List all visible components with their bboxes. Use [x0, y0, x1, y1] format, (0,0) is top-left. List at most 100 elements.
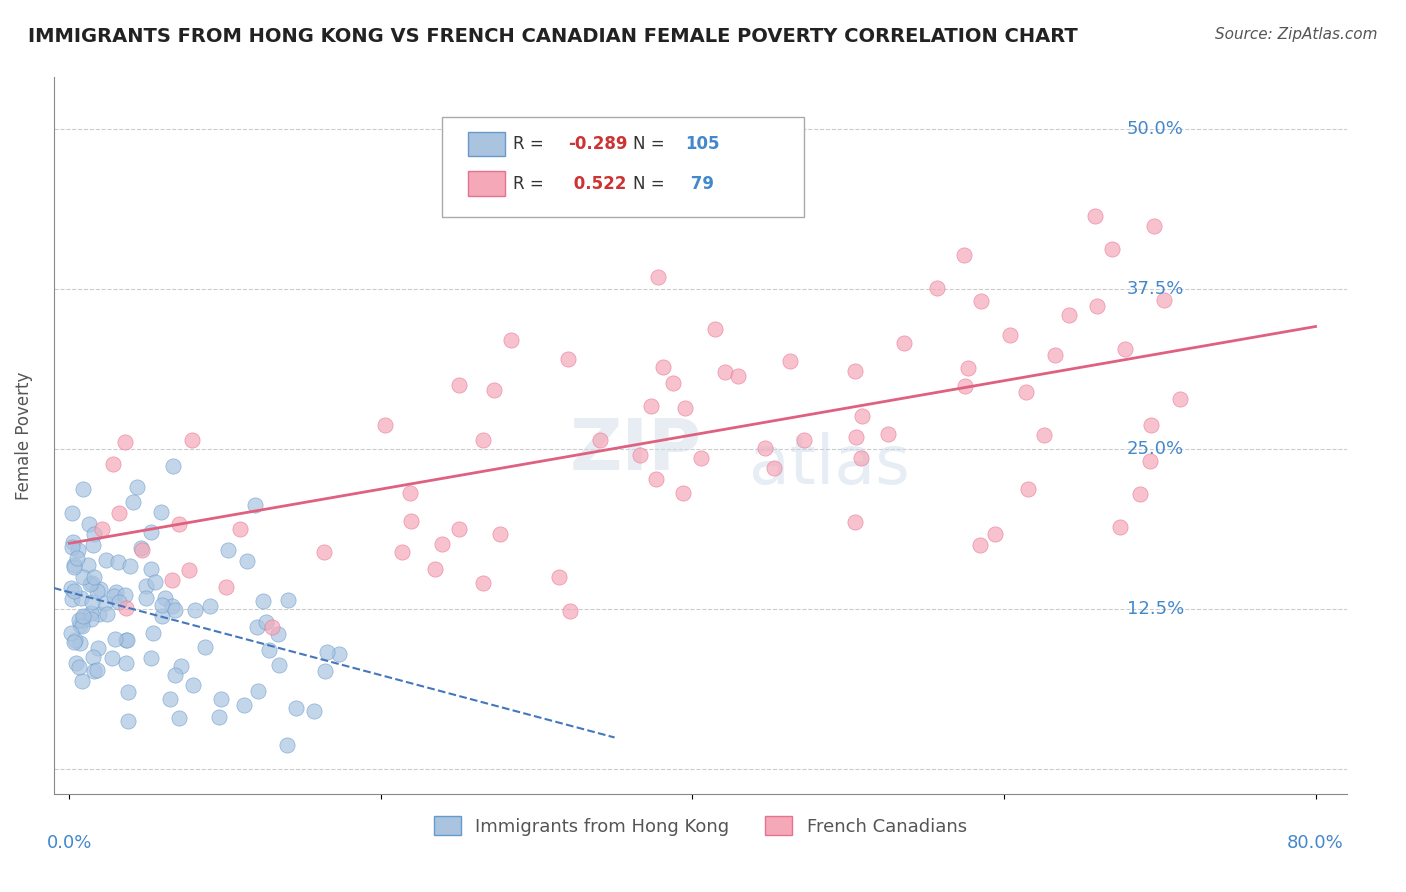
Point [79, 577, 101, 591]
Point [425, 562, 447, 576]
Point [489, 526, 512, 541]
Point [316, 645, 339, 659]
Point [1059, 308, 1081, 322]
Text: -0.289: -0.289 [568, 135, 628, 153]
Point [107, 555, 129, 569]
Point [246, 620, 269, 634]
Point [160, 573, 183, 587]
Point [59, 581, 82, 595]
Point [217, 542, 239, 557]
Point [86, 583, 108, 598]
Point [62, 635, 84, 649]
Point [80, 595, 103, 609]
Point [72, 482, 94, 496]
Point [115, 656, 138, 670]
Point [82, 650, 104, 665]
Point [70, 674, 93, 689]
Point [83, 665, 105, 679]
Point [844, 364, 866, 378]
Point [209, 691, 232, 706]
Point [60, 591, 83, 606]
Point [59, 626, 82, 640]
Point [87, 607, 110, 622]
Point [80, 575, 103, 590]
Point [762, 461, 785, 475]
Point [101, 651, 124, 665]
Text: 0.522: 0.522 [568, 175, 627, 193]
Point [1045, 348, 1067, 362]
Point [254, 615, 277, 630]
Point [851, 409, 873, 423]
FancyBboxPatch shape [441, 117, 804, 218]
Point [1015, 385, 1038, 400]
Point [135, 591, 157, 606]
Point [851, 451, 873, 466]
Point [66, 550, 89, 565]
Point [269, 657, 291, 672]
Point [120, 558, 142, 573]
Point [103, 589, 125, 603]
Point [150, 609, 173, 624]
Point [1109, 520, 1132, 534]
Point [754, 441, 776, 455]
Point [969, 538, 991, 552]
Point [672, 486, 695, 500]
Point [1085, 299, 1108, 313]
Point [243, 498, 266, 512]
Point [77, 558, 100, 572]
Point [121, 495, 143, 509]
Text: 79: 79 [685, 175, 714, 193]
Point [169, 711, 191, 725]
Point [267, 627, 290, 641]
Point [628, 449, 651, 463]
Point [159, 691, 181, 706]
Point [314, 665, 336, 679]
Point [181, 433, 204, 447]
Point [236, 554, 259, 568]
Point [252, 594, 274, 608]
Point [91, 522, 114, 536]
Point [63, 558, 86, 572]
Point [139, 562, 162, 576]
Point [233, 698, 256, 712]
Point [953, 248, 976, 262]
Point [170, 658, 193, 673]
Text: N =: N = [633, 135, 669, 153]
Point [101, 457, 124, 471]
Point [1084, 210, 1107, 224]
Point [96, 607, 118, 621]
Point [83, 526, 105, 541]
Point [198, 599, 221, 614]
Point [277, 593, 299, 607]
Point [94, 553, 117, 567]
Point [647, 270, 669, 285]
FancyBboxPatch shape [468, 132, 505, 156]
Point [983, 527, 1005, 541]
Point [87, 640, 110, 655]
Point [131, 542, 153, 557]
Point [67, 613, 90, 627]
Point [177, 563, 200, 577]
Point [69, 636, 91, 650]
Point [114, 435, 136, 450]
Point [953, 379, 976, 393]
Point [970, 293, 993, 308]
Point [1139, 417, 1161, 432]
Point [1168, 392, 1191, 406]
Point [845, 430, 868, 444]
Point [117, 714, 139, 728]
Point [499, 334, 522, 348]
Point [925, 281, 948, 295]
Point [399, 514, 422, 528]
Point [65, 656, 87, 670]
Point [589, 434, 612, 448]
Point [80, 612, 103, 626]
Point [104, 584, 127, 599]
Point [246, 684, 269, 698]
Point [229, 522, 252, 536]
Point [181, 678, 204, 692]
Point [373, 418, 395, 433]
Point [998, 327, 1021, 342]
Point [83, 569, 105, 583]
Point [259, 643, 281, 657]
